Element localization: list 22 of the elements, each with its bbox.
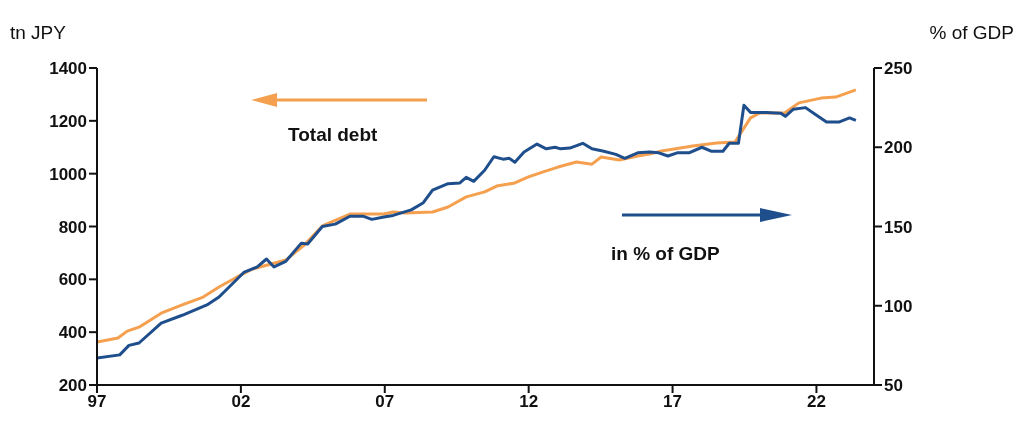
- y2-tick-label: 250: [884, 59, 913, 79]
- y-axis-title: tn JPY: [10, 22, 66, 44]
- y-tick-label: 1200: [49, 111, 87, 131]
- y2-tick-label: 150: [884, 217, 913, 237]
- x-tick-label: 12: [519, 392, 539, 412]
- x-tick-label: 22: [806, 392, 826, 412]
- y-tick-label: 600: [58, 270, 87, 290]
- y2-axis-title: % of GDP: [929, 22, 1014, 44]
- y-tick-label: 1400: [49, 59, 87, 79]
- y2-tick-label: 50: [884, 376, 903, 396]
- annotation: Total debt: [288, 124, 378, 146]
- y-tick-label: 400: [58, 323, 87, 343]
- y-tick-label: 800: [58, 217, 87, 237]
- x-tick-label: 02: [231, 392, 251, 412]
- y2-tick-label: 100: [884, 296, 913, 316]
- y-tick-label: 200: [58, 376, 87, 396]
- x-tick-label: 07: [375, 392, 395, 412]
- y2-tick-label: 200: [884, 138, 913, 158]
- x-tick-label: 97: [87, 392, 107, 412]
- y-tick-label: 1000: [49, 164, 87, 184]
- x-tick-label: 17: [663, 392, 683, 412]
- annotation: in % of GDP: [611, 243, 720, 265]
